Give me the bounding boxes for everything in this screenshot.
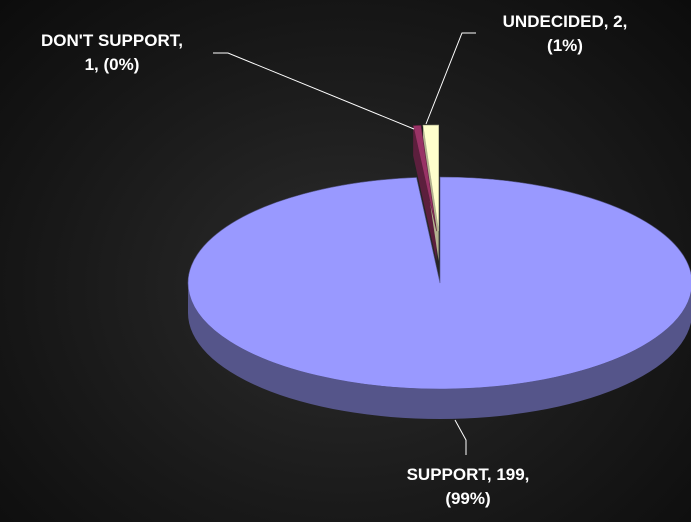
leader-line-undecided [425,32,476,125]
pie-side-support [188,283,691,419]
data-label-line: 1, (0%) [85,55,140,74]
pie-cut-don-t-support [413,125,437,262]
pie-labels: SUPPORT, 199, (99%) DON'T SUPPORT, 1, (0%) U… [41,12,627,508]
data-label-don-t-support: DON'T SUPPORT, 1, (0%) [41,31,183,74]
pie-slices [187,124,691,390]
data-label-line: (99%) [445,489,490,508]
data-label-undecided: UNDECIDED, 2, (1%) [503,12,628,55]
pie-slice-undecided [422,124,439,232]
pie-slice-don-t-support [412,125,437,232]
data-label-line: DON'T SUPPORT, [41,31,183,50]
pie-slice-support [187,176,691,390]
leader-line-don-t-support [213,52,415,130]
leader-line-support [454,419,467,455]
data-label-support: SUPPORT, 199, (99%) [407,465,530,508]
data-label-line: SUPPORT, 199, [407,465,530,484]
data-label-line: (1%) [547,36,583,55]
data-label-line: UNDECIDED, 2, [503,12,628,31]
